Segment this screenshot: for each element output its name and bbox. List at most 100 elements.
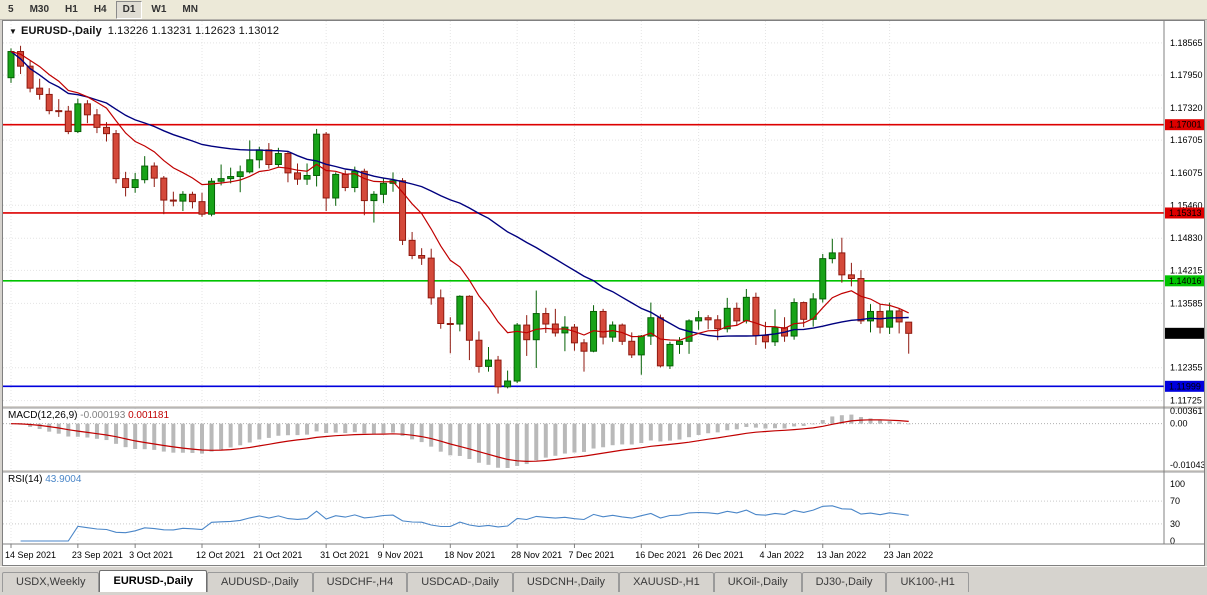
price-scale-label: 1.13585 — [1170, 298, 1203, 308]
svg-text:1.11999: 1.11999 — [1169, 381, 1201, 391]
candle-body — [227, 176, 235, 180]
panel-separator[interactable] — [3, 405, 1204, 408]
rsi-scale-label: 70 — [1170, 496, 1180, 506]
date-axis-label: 28 Nov 2021 — [511, 550, 562, 560]
price-scale-label: 1.16705 — [1170, 135, 1203, 145]
candle-body — [255, 149, 263, 161]
candle-body — [418, 255, 426, 259]
date-axis-label: 16 Dec 2021 — [635, 550, 686, 560]
tab-audusd-daily[interactable]: AUDUSD-,Daily — [206, 572, 313, 592]
tab-ukoil-daily[interactable]: UKOil-,Daily — [713, 572, 802, 592]
candle-body — [83, 103, 91, 116]
date-axis-label: 4 Jan 2022 — [759, 550, 804, 560]
candle-body — [45, 93, 53, 112]
tab-usdcnh-daily[interactable]: USDCNH-,Daily — [512, 572, 620, 592]
chart-window[interactable]: ▼ EURUSD-,Daily 1.13226 1.13231 1.12623 1.… — [2, 20, 1205, 566]
candle-body — [742, 296, 750, 322]
tab-dj30-daily[interactable]: DJ30-,Daily — [801, 572, 887, 592]
price-scale-label: 1.11725 — [1170, 396, 1202, 406]
timeframe-button-d1[interactable]: D1 — [115, 0, 143, 19]
price-tag-1.14016[interactable]: 1.14016 — [1165, 275, 1204, 287]
candle-body — [666, 343, 674, 367]
price-chart-canvas[interactable]: 1.18565 1.17950 1.17320 1.16705 1.16075 1.154… — [3, 21, 1204, 565]
chart-title-ohlc: 1.13226 1.13231 1.12623 1.13012 — [107, 25, 280, 37]
candle-body — [761, 335, 769, 343]
candle-body — [886, 310, 894, 328]
chart-dropdown-icon[interactable]: ▼ — [9, 27, 18, 36]
timeframe-button-mn[interactable]: MN — [182, 3, 198, 15]
timeframe-button-h1[interactable]: H1 — [65, 3, 78, 15]
panel-separator[interactable] — [3, 469, 1204, 472]
candle-body — [905, 321, 913, 334]
candle-body — [322, 133, 330, 199]
candle-body — [695, 317, 703, 322]
svg-text:1.15313: 1.15313 — [1169, 208, 1202, 218]
timeframe-button-h4[interactable]: H4 — [93, 3, 107, 15]
candle-body — [74, 103, 82, 133]
candle-body — [599, 310, 607, 338]
candle-body — [64, 110, 72, 133]
candle-body — [198, 201, 206, 215]
candle-body — [723, 307, 731, 330]
candle-body — [867, 310, 874, 322]
candle-body — [513, 324, 521, 382]
tab-xauusd-h1[interactable]: XAUUSD-,H1 — [619, 572, 714, 592]
price-tag-1.17001[interactable]: 1.17001 — [1165, 119, 1204, 131]
candle-body — [504, 380, 512, 388]
current-price-tag[interactable]: 1.13012 — [1165, 327, 1204, 339]
candle-body — [790, 302, 798, 337]
candle-body — [561, 326, 569, 334]
candle-body — [647, 317, 655, 337]
tab-usdx-weekly[interactable]: USDX,Weekly — [2, 572, 100, 592]
candle-body — [733, 307, 741, 322]
candle-body — [456, 295, 464, 325]
date-axis-label: 18 Nov 2021 — [444, 550, 495, 560]
svg-text:1.17001: 1.17001 — [1169, 120, 1202, 130]
price-scale-label: 1.12355 — [1170, 363, 1203, 373]
date-axis-label: 9 Nov 2021 — [377, 550, 423, 560]
candle-body — [542, 313, 550, 325]
candle-body — [408, 239, 416, 257]
timeframe-button-m30[interactable]: M30 — [29, 3, 50, 15]
tab-eurusd-daily[interactable]: EURUSD-,Daily — [99, 570, 207, 592]
candle-body — [122, 178, 130, 189]
rsi-scale-label: 30 — [1170, 519, 1180, 529]
date-axis-label: 3 Oct 2021 — [129, 550, 173, 560]
price-scale-label: 1.17320 — [1170, 103, 1203, 113]
timeframe-button-w1[interactable]: W1 — [151, 3, 167, 15]
candle-body — [284, 153, 292, 174]
rsi-scale-label: 0 — [1170, 536, 1175, 546]
candle-body — [131, 179, 139, 189]
slow-ma-line — [10, 50, 909, 338]
candle-body — [313, 133, 321, 176]
tab-usdcad-daily[interactable]: USDCAD-,Daily — [407, 572, 513, 592]
candle-body — [676, 340, 683, 345]
candle-body — [485, 359, 492, 367]
candle-body — [55, 110, 63, 113]
tab-uk100-h1[interactable]: UK100-,H1 — [886, 572, 969, 592]
candle-body — [217, 178, 225, 182]
macd-histogram — [9, 414, 911, 468]
chart-tabs-bar: USDX,Weekly EURUSD-,Daily AUDUSD-,Daily USD… — [0, 566, 1207, 595]
candle-body — [7, 51, 15, 79]
candle-body — [112, 133, 120, 180]
candle-body — [465, 295, 473, 341]
candle-body — [26, 65, 34, 89]
candle-body — [169, 199, 177, 202]
candle-body — [704, 317, 712, 321]
date-axis-label: 13 Jan 2022 — [817, 550, 867, 560]
macd-signal-line — [10, 419, 909, 463]
candle-body — [188, 193, 196, 203]
svg-text:1.14016: 1.14016 — [1169, 276, 1202, 286]
price-tag-1.15313[interactable]: 1.15313 — [1165, 207, 1204, 219]
candle-body — [437, 297, 445, 324]
price-tag-1.11999[interactable]: 1.11999 — [1165, 380, 1204, 392]
candle-body — [341, 173, 349, 189]
timeframe-button-5[interactable]: 5 — [8, 3, 14, 15]
rsi-label: RSI(14) 43.9004 — [8, 474, 82, 485]
candle-body — [809, 298, 817, 320]
tab-usdchf-h4[interactable]: USDCHF-,H4 — [312, 572, 408, 592]
candle-body — [141, 165, 149, 181]
date-axis-label: 12 Oct 2021 — [196, 550, 245, 560]
date-axis-label: 31 Oct 2021 — [320, 550, 369, 560]
